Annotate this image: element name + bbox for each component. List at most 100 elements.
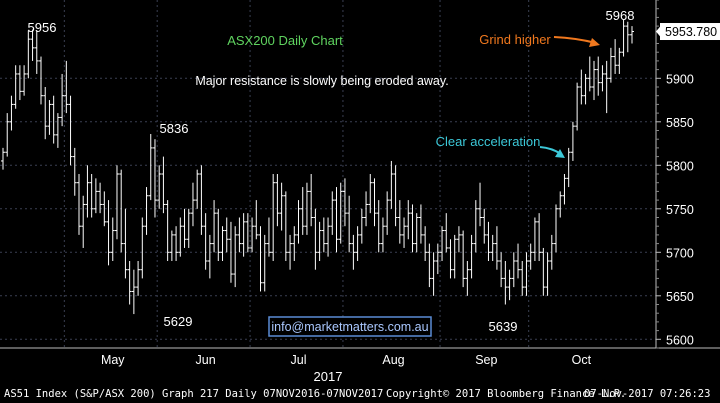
- month-label: Oct: [572, 353, 592, 367]
- ohlc-bar: [461, 230, 466, 288]
- ohlc-bar: [406, 200, 411, 240]
- ohlc-bar: [342, 178, 347, 227]
- ohlc-bar: [81, 195, 86, 248]
- ohlc-bar: [165, 200, 170, 261]
- ohlc-bar: [532, 217, 537, 261]
- ohlc-bar: [174, 226, 179, 261]
- ohlc-bar: [190, 182, 195, 227]
- ohlc-bar: [579, 69, 584, 105]
- peak-label-5956: 5956: [28, 20, 57, 35]
- ohlc-bar: [292, 226, 297, 261]
- ohlc-bar: [558, 191, 563, 218]
- ohlc-bar: [85, 165, 90, 218]
- clear-acceleration-arrow: [539, 146, 565, 158]
- ohlc-bar: [570, 121, 575, 161]
- ohlc-bar: [402, 217, 407, 248]
- ohlc-bar: [452, 234, 457, 279]
- ohlc-bar: [228, 221, 233, 283]
- ohlc-bar: [102, 191, 107, 227]
- ohlc-bar: [596, 56, 601, 96]
- ohlc-bar: [423, 226, 428, 261]
- ohlc-bar: [511, 252, 516, 288]
- ohlc-bar: [212, 200, 217, 253]
- ohlc-bar: [304, 182, 309, 235]
- ohlc-bar: [140, 217, 145, 279]
- ohlc-bar: [499, 252, 504, 288]
- ohlc-bar: [520, 261, 525, 296]
- ohlc-bar: [169, 230, 174, 261]
- ohlc-bar: [254, 200, 259, 240]
- ohlc-bar: [76, 174, 81, 235]
- last-price-label: 5953.780: [665, 25, 717, 39]
- ohlc-bar: [351, 234, 356, 270]
- ohlc-bar: [330, 191, 335, 235]
- ohlc-bar: [490, 234, 495, 261]
- ohlc-bar: [237, 217, 242, 253]
- ohlc-bar: [313, 208, 318, 270]
- ohlc-bar: [435, 243, 440, 275]
- ohlc-bar: [592, 60, 597, 101]
- ohlc-bar: [338, 182, 343, 244]
- ohlc-bar: [288, 234, 293, 270]
- y-tick-label: 5600: [666, 333, 694, 347]
- ohlc-bar: [9, 95, 14, 131]
- ohlc-bar: [418, 204, 423, 244]
- ohlc-bar: [271, 174, 276, 261]
- ohlc-bar: [537, 213, 542, 261]
- ohlc-bar: [376, 200, 381, 253]
- ohlc-bar: [13, 65, 18, 109]
- email-link[interactable]: info@marketmatters.com.au: [271, 320, 428, 334]
- ohlc-bar: [431, 252, 436, 296]
- ohlc-bar: [72, 147, 77, 196]
- ohlc-bar: [26, 30, 31, 79]
- ohlc-bar: [30, 29, 35, 61]
- ohlc-bar: [389, 160, 394, 209]
- ohlc-bar: [283, 191, 288, 261]
- ohlc-bar: [178, 217, 183, 257]
- ohlc-bar: [68, 95, 73, 166]
- ohlc-bar: [617, 47, 622, 74]
- ohlc-bar: [127, 261, 132, 305]
- trough-label-5639: 5639: [489, 319, 518, 334]
- ohlc-bar: [258, 226, 263, 292]
- month-label: Sep: [475, 353, 497, 367]
- footer-copyright: Copyright© 2017 Bloomberg Finance L.P.: [386, 388, 627, 400]
- bloomberg-footer: AS51 Index (S&P/ASX 200) Graph 217 Daily…: [0, 386, 720, 403]
- ohlc-bar: [195, 169, 200, 209]
- ohlc-bar: [309, 174, 314, 227]
- ohlc-bar: [587, 56, 592, 92]
- ohlc-bar: [321, 217, 326, 253]
- ohlc-bar: [224, 217, 229, 253]
- ohlc-bar: [482, 208, 487, 244]
- ohlc-bar: [43, 87, 48, 140]
- ohlc-bar: [110, 217, 115, 261]
- month-label: Jun: [196, 353, 216, 367]
- ohlc-bar: [334, 187, 339, 253]
- ohlc-bar: [478, 182, 483, 227]
- ohlc-bar: [608, 47, 613, 83]
- ohlc-bar: [507, 269, 512, 301]
- ohlc-bars: [1, 19, 634, 315]
- ohlc-bar: [123, 208, 128, 279]
- ohlc-bar: [144, 187, 149, 235]
- ohlc-bar: [131, 269, 136, 315]
- ohlc-bar: [503, 261, 508, 305]
- ohlc-bar: [203, 213, 208, 270]
- y-tick-label: 5900: [666, 72, 694, 86]
- ohlc-bar: [613, 39, 618, 74]
- ohlc-bar: [554, 204, 559, 253]
- ohlc-bar: [473, 200, 478, 253]
- y-tick-label: 5800: [666, 159, 694, 173]
- y-tick-label: 5650: [666, 290, 694, 304]
- chart-title: ASX200 Daily Chart: [227, 33, 343, 48]
- ohlc-bar: [93, 178, 98, 214]
- grid-lines: [0, 0, 656, 348]
- ohlc-bar: [98, 182, 103, 214]
- ohlc-bar: [494, 226, 499, 270]
- ohlc-bar: [448, 239, 453, 279]
- ohlc-bar: [279, 182, 284, 231]
- ohlc-bar: [364, 191, 369, 227]
- ohlc-bar: [182, 208, 187, 248]
- ohlc-bar: [410, 204, 415, 253]
- ohlc-bar: [604, 60, 609, 114]
